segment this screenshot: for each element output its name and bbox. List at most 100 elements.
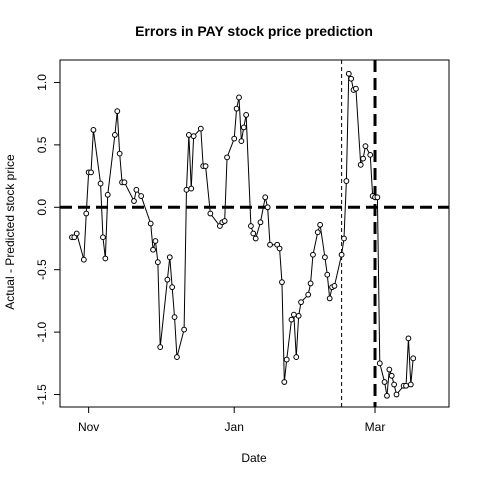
reference-lines [60,60,449,407]
data-point-0-63 [293,354,300,360]
data-point-0-68 [310,251,316,258]
series-segment-0-12 [114,111,118,135]
data-point-0-98 [403,382,409,389]
series-segment-0-13 [116,111,121,154]
series-segment-0-22 [154,240,159,263]
data-point-0-91 [381,379,388,385]
series-segment-0-82 [355,88,362,165]
data-point-0-100 [407,381,414,388]
data-point-0-33 [188,185,195,192]
data-point-0-6 [88,169,94,176]
data-point-0-86 [367,151,374,158]
data-point-0-2 [73,230,80,237]
data-point-0-23 [154,259,161,266]
data-point-0-77 [341,235,347,242]
data-point-0-41 [221,218,228,224]
series-segment-0-77 [343,181,347,239]
series-segment-0-28 [174,317,178,358]
data-point-0-84 [360,155,366,162]
data-point-0-60 [283,356,290,363]
data-point-0-16 [121,179,128,186]
data-point-0-65 [298,299,304,306]
data-point-0-48 [243,112,250,118]
series-segment-0-29 [176,329,185,358]
series-segment-0-3 [83,213,87,260]
series-segment-0-42 [226,138,235,158]
data-point-0-90 [376,360,383,367]
data-point-0-45 [236,94,242,101]
series-segment-0-71 [324,257,328,275]
data-point-0-72 [324,271,331,278]
plot-frame [59,59,450,408]
data-point-0-93 [386,366,393,373]
data-point-0-69 [314,229,321,236]
data-point-0-43 [231,135,238,142]
data-point-0-71 [322,254,328,261]
series-segment-0-68 [312,232,319,255]
series-segment-0-7 [92,129,102,184]
series-segment-0-20 [150,223,154,250]
x-tick-label-0: Nov [78,420,99,434]
series-line-group [71,73,414,396]
data-point-0-78 [343,178,350,184]
series-segment-0-26 [169,257,173,288]
data-point-0-30 [181,326,187,333]
data-point-0-62 [290,311,297,318]
data-point-0-52 [257,219,264,226]
data-point-0-26 [166,254,173,261]
series-segment-0-45 [238,97,242,142]
data-point-0-70 [317,221,324,228]
y-tick-label-1: -1.0 [35,321,49,342]
data-point-0-73 [326,295,333,302]
y-axis-label: Actual - Predicted stock price [3,154,17,310]
data-point-0-47 [240,124,247,131]
series-segment-0-59 [283,359,288,383]
x-axis-label: Date [241,451,267,465]
data-point-0-4 [83,210,90,217]
series-points-group [69,70,417,399]
data-point-0-79 [345,70,352,77]
data-point-0-20 [147,220,154,227]
series-segment-0-78 [345,73,350,182]
data-point-0-85 [362,143,369,150]
data-point-0-64 [295,312,302,319]
series-segment-0-9 [102,237,106,259]
data-point-0-58 [279,279,285,286]
series-segment-0-8 [100,183,104,238]
series-segment-0-98 [405,338,409,386]
series-segment-0-86 [369,154,374,197]
series-segment-0-24 [159,279,168,348]
series-segment-0-32 [188,134,192,189]
data-point-0-57 [276,245,283,252]
series-segment-0-100 [410,358,414,385]
data-point-0-32 [185,131,192,138]
data-point-0-49 [248,223,254,229]
data-point-0-75 [331,283,338,289]
series-segment-0-58 [281,282,285,383]
x-tick-label-2: Mar [365,420,386,434]
series-segment-0-33 [190,136,195,189]
chart-title: Errors in PAY stock price prediction [135,23,373,39]
series-segment-0-90 [379,363,386,383]
series-segment-0-75 [333,254,343,287]
series-segment-0-57 [279,248,283,283]
series-segment-0-14 [119,153,123,183]
y-axis: -1.5 -1.0 -0.5 0.0 0.5 1.0 [35,74,60,405]
data-point-0-22 [152,238,159,244]
data-point-0-11 [104,191,111,198]
data-point-0-19 [138,193,145,199]
y-tick-label-4: 0.5 [35,136,49,153]
series-segment-0-62 [293,314,297,358]
series-segment-0-63 [295,315,300,358]
data-point-0-46 [238,138,245,145]
data-point-0-35 [197,125,204,132]
series-segment-0-27 [171,287,176,318]
data-point-0-18 [133,186,140,193]
x-axis: Nov Jan Mar [78,407,385,434]
data-point-0-12 [111,131,118,138]
y-tick-label-2: -0.5 [35,259,49,280]
series-segment-0-48 [245,114,252,227]
series-segment-0-54 [267,207,271,245]
y-tick-label-3: 0.0 [35,199,49,216]
